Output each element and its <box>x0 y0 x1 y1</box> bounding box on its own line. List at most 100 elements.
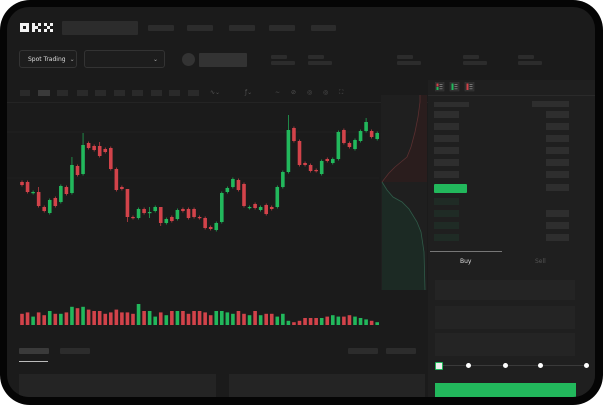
timeframe-button[interactable] <box>151 90 162 96</box>
stat-value <box>271 61 295 65</box>
volume-bar <box>25 312 30 325</box>
amount-slider-handle[interactable] <box>435 362 443 370</box>
ask-row-amount[interactable] <box>546 111 569 118</box>
candle-down <box>142 209 146 213</box>
candle-type-icon[interactable]: ∿⌄ <box>210 89 221 96</box>
candle-up <box>136 209 141 218</box>
chevron-down-icon: ⌄ <box>69 55 75 63</box>
nav-item[interactable] <box>187 25 213 31</box>
indicator-icon[interactable]: ƒ⌄ <box>245 89 253 96</box>
buy-button[interactable] <box>435 383 576 397</box>
line-tool-icon[interactable]: ∼ <box>275 89 281 96</box>
nav-item[interactable] <box>148 25 174 31</box>
timeframe-button[interactable] <box>57 90 68 96</box>
volume-bar <box>258 315 263 325</box>
orderbook-both-icon[interactable] <box>435 82 445 92</box>
candle-down <box>131 217 135 219</box>
timeframe-button[interactable] <box>114 90 125 96</box>
filter-button[interactable] <box>386 348 416 354</box>
candle-down <box>325 159 330 161</box>
volume-bar <box>269 313 274 325</box>
price-chart[interactable] <box>7 7 595 337</box>
nav-item[interactable] <box>269 25 295 31</box>
bid-row-amount[interactable] <box>546 222 569 229</box>
candle-up <box>147 212 152 214</box>
bid-row-amount[interactable] <box>546 234 569 241</box>
search-bar[interactable] <box>62 21 138 35</box>
pair-selector-dropdown[interactable]: ⌄ <box>84 50 165 68</box>
ask-row-price[interactable] <box>434 159 459 166</box>
timeframe-button-active[interactable] <box>38 90 50 96</box>
candle-down <box>170 217 174 221</box>
candle-down <box>20 182 24 185</box>
orderbook-bids-icon[interactable] <box>449 82 460 92</box>
volume-bar <box>164 315 169 325</box>
candle-down <box>192 209 196 217</box>
volume-bar <box>81 306 85 325</box>
candle-down <box>308 165 313 171</box>
bid-row-price[interactable] <box>434 222 459 229</box>
timeframe-button[interactable] <box>20 90 30 96</box>
candle-up <box>336 132 341 159</box>
timeframe-button[interactable] <box>169 90 180 96</box>
stat-label <box>518 55 534 59</box>
bid-depth-area <box>382 182 425 290</box>
ask-row-amount[interactable] <box>546 135 569 142</box>
ask-row-price[interactable] <box>434 123 459 130</box>
price-input[interactable] <box>435 280 575 300</box>
nav-item[interactable] <box>229 25 255 31</box>
slider-step-25[interactable] <box>466 363 471 368</box>
bid-row-price[interactable] <box>434 198 459 205</box>
tab-open-orders[interactable] <box>19 348 49 354</box>
timeframe-button[interactable] <box>132 90 143 96</box>
ask-row-amount[interactable] <box>546 171 569 178</box>
tab-buy[interactable]: Buy <box>460 258 472 265</box>
camera-icon[interactable]: ◎ <box>307 89 313 96</box>
settings-icon[interactable]: ◎ <box>323 89 329 96</box>
ask-row-price[interactable] <box>434 111 459 118</box>
volume-bar <box>70 306 74 325</box>
bid-row-price[interactable] <box>434 210 459 217</box>
total-input[interactable] <box>435 333 575 356</box>
fullscreen-icon[interactable]: ⛶ <box>339 89 344 96</box>
bid-row-amount[interactable] <box>546 210 569 217</box>
ask-row-price[interactable] <box>434 171 459 178</box>
volume-bar <box>297 320 302 325</box>
market-type-dropdown[interactable]: Spot Trading ⌄ <box>19 50 77 68</box>
slider-step-50[interactable] <box>503 363 508 368</box>
ask-row-amount[interactable] <box>546 159 569 166</box>
orderbook-asks-icon[interactable] <box>464 82 475 92</box>
ask-row-amount[interactable] <box>546 123 569 130</box>
candle-up <box>59 186 63 202</box>
candle-down <box>109 148 113 169</box>
ask-row-amount[interactable] <box>546 184 569 191</box>
slider-step-75[interactable] <box>538 363 543 368</box>
ask-row-price[interactable] <box>434 147 459 154</box>
volume-bar <box>253 311 257 325</box>
timeframe-button[interactable] <box>188 90 199 96</box>
candle-down <box>120 187 124 189</box>
amount-slider-track[interactable] <box>439 365 589 366</box>
candle-up <box>353 140 357 149</box>
active-tab-indicator <box>19 361 48 362</box>
ask-row-price[interactable] <box>434 135 459 142</box>
slider-step-100[interactable] <box>584 363 589 368</box>
timeframe-button[interactable] <box>95 90 106 96</box>
depth-chart <box>381 95 427 291</box>
bid-row-price[interactable] <box>434 234 459 241</box>
amount-input[interactable] <box>435 306 575 329</box>
timeframe-button[interactable] <box>77 90 88 96</box>
filter-button[interactable] <box>348 348 378 354</box>
draw-tool-icon[interactable]: ⊘ <box>291 89 297 96</box>
volume-bar <box>292 322 296 325</box>
tab-order-history[interactable] <box>60 348 90 354</box>
volume-bar <box>53 313 58 325</box>
volume-bar <box>236 311 241 325</box>
volume-bar <box>358 318 363 325</box>
ask-row-amount[interactable] <box>546 147 569 154</box>
nav-item[interactable] <box>311 25 336 31</box>
tab-sell[interactable]: Sell <box>535 258 546 265</box>
stat-value <box>308 61 332 65</box>
volume-bar <box>20 313 24 325</box>
